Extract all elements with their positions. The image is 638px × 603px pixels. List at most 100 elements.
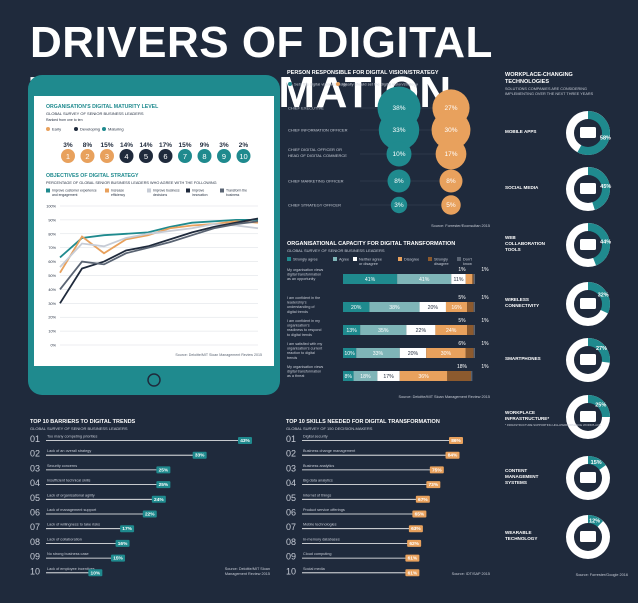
capacity-bar-value: 24% [446,328,457,334]
capacity-legend-label: Strongly [434,258,448,262]
maturity-level-number: 5 [144,152,148,161]
capacity-bar-segment [467,302,474,312]
maturity-level-circle [217,149,231,163]
barrier-value: 33% [195,453,205,459]
maturity-percent: 14% [139,142,152,149]
barrier-value-badge [142,510,157,518]
capacity-bar-value: 13% [346,328,357,334]
skill-value-badge [408,525,423,533]
maturity-level-circle [158,149,173,163]
series-line [59,217,259,304]
person-bubble-ideal [431,110,471,150]
workplace-label: WEB [505,235,516,240]
person-role-label: HEAD OF DIGITAL COMMERCE [288,153,347,158]
capacity-row-label: as an opportunity [287,277,315,281]
person-source: Source: Forrester/Econsultan 2015 [431,224,490,228]
person-role-label: CHIEF INFORMATION OFFICER [288,128,348,133]
capacity-row-label: I am confident in my [287,319,320,323]
barrier-value: 25% [159,482,169,488]
maturity-percent: 3% [219,142,229,149]
person-role-label: CHIEF MARKETING OFFICER [288,179,344,184]
skill-value-badge [415,495,430,503]
maturity-level-number: 8 [202,152,206,161]
skill-rank: 01 [286,434,296,444]
barrier-value: 15% [113,556,123,562]
person-value-sets: 8% [394,178,404,185]
barrier-value: 25% [159,467,169,473]
capacity-bar-segment [343,302,370,312]
maturity-level-number: 3 [105,152,109,161]
barrier-value: 16% [118,541,128,547]
person-value-ideal: 27% [444,105,457,112]
person-title: PERSON RESPONSIBLE FOR DIGITAL VISION/ST… [287,70,439,76]
barrier-value: 22% [145,512,155,518]
workplace-source: Source: Forrester/Google 2016 [576,573,628,577]
workplace-percent: 45% [600,184,611,190]
skill-rank: 10 [286,566,296,576]
maturity-percent: 17% [159,142,172,149]
capacity-bar-value: 35% [378,328,389,334]
maturity-percent: 9% [200,142,210,149]
capacity-dont-know-value: 1% [481,364,489,370]
skill-value-badge [407,539,422,547]
y-tick-label: 20% [48,316,56,320]
workplace-label: MANAGEMENT [505,474,539,479]
person-value-sets: 38% [392,105,405,112]
tech-icon [580,472,596,483]
maturity-ranked: Ranked from one to ten [46,118,83,122]
workplace-label: CONTENT [505,468,527,473]
tech-icon [580,531,596,542]
barrier-rank: 06 [30,508,40,518]
capacity-bar-value: 36% [418,374,429,380]
maturity-percent: 15% [178,142,191,149]
capacity-bar-segment [369,302,420,312]
skill-value-badge [426,481,441,489]
maturity-level-number: 1 [66,152,70,161]
workplace-percent: 15% [591,460,602,466]
skills-subtitle: GLOBAL SURVEY OF 150 DECISION-MAKERS [286,426,373,431]
capacity-row-label: organisation's current [287,347,322,351]
skill-rank: 07 [286,522,296,532]
barrier-label: No strong business case [47,552,89,556]
maturity-level-circle [236,149,251,163]
person-legend-label: Ideally should set the digital vision/st… [342,82,418,87]
maturity-percent: 3% [63,142,73,149]
objectives-legend-label: Transform the [226,189,247,193]
capacity-legend-swatch [398,257,402,261]
barrier-rank: 08 [30,537,40,547]
capacity-bar-segment [465,348,474,358]
capacity-dont-know-value: 1% [481,318,489,324]
skill-label: In-memory databases [303,537,340,541]
tech-icon [580,354,596,365]
objectives-legend-label: Improve customer experience [52,189,97,193]
skill-value: 67% [418,497,428,503]
barrier-label: Lack of an overall strategy [47,449,91,453]
capacity-legend-label: Neither agree [359,258,382,262]
capacity-legend-label: Don't [463,258,473,262]
capacity-row-label: readiness to respond [287,328,321,332]
objectives-title: OBJECTIVES OF DIGITAL STRATEGY [46,173,139,179]
barriers-title: TOP 10 BARRIERS TO DIGITAL TRENDS [30,419,136,425]
skill-value: 73% [429,482,439,488]
capacity-legend-label: Agree [339,258,349,262]
maturity-level-number: 6 [163,152,167,161]
y-tick-label: 0% [51,344,57,348]
capacity-bar-segment [447,371,472,381]
capacity-legend-swatch [333,257,337,261]
skill-rank: 09 [286,552,296,562]
barrier-label: Lack of willingness to take risks [47,523,100,527]
capacity-bar-segment [473,302,475,312]
capacity-legend-label: or disagree [359,262,378,266]
capacity-strong-disagree-value: 6% [458,341,466,347]
objectives-legend-label: Increase [111,189,124,193]
workplace-label: TECHNOLOGY [505,536,537,541]
barrier-label: Insufficient technical skills [47,479,91,483]
barrier-value: 24% [154,497,164,503]
maturity-percent: 15% [100,142,113,149]
capacity-legend-label: Strongly agree [293,258,318,262]
workplace-label: MOBILE APPS [505,129,536,134]
person-role-label: CHIEF STRATEGY OFFICER [288,203,341,208]
person-role-label: CHIEF DIGITAL OFFICER OR [288,147,342,152]
person-legend-label: Sets the digital vision/strategy [294,82,347,87]
capacity-subtitle: GLOBAL SURVEY OF SENIOR BUSINESS LEADERS [287,248,385,253]
